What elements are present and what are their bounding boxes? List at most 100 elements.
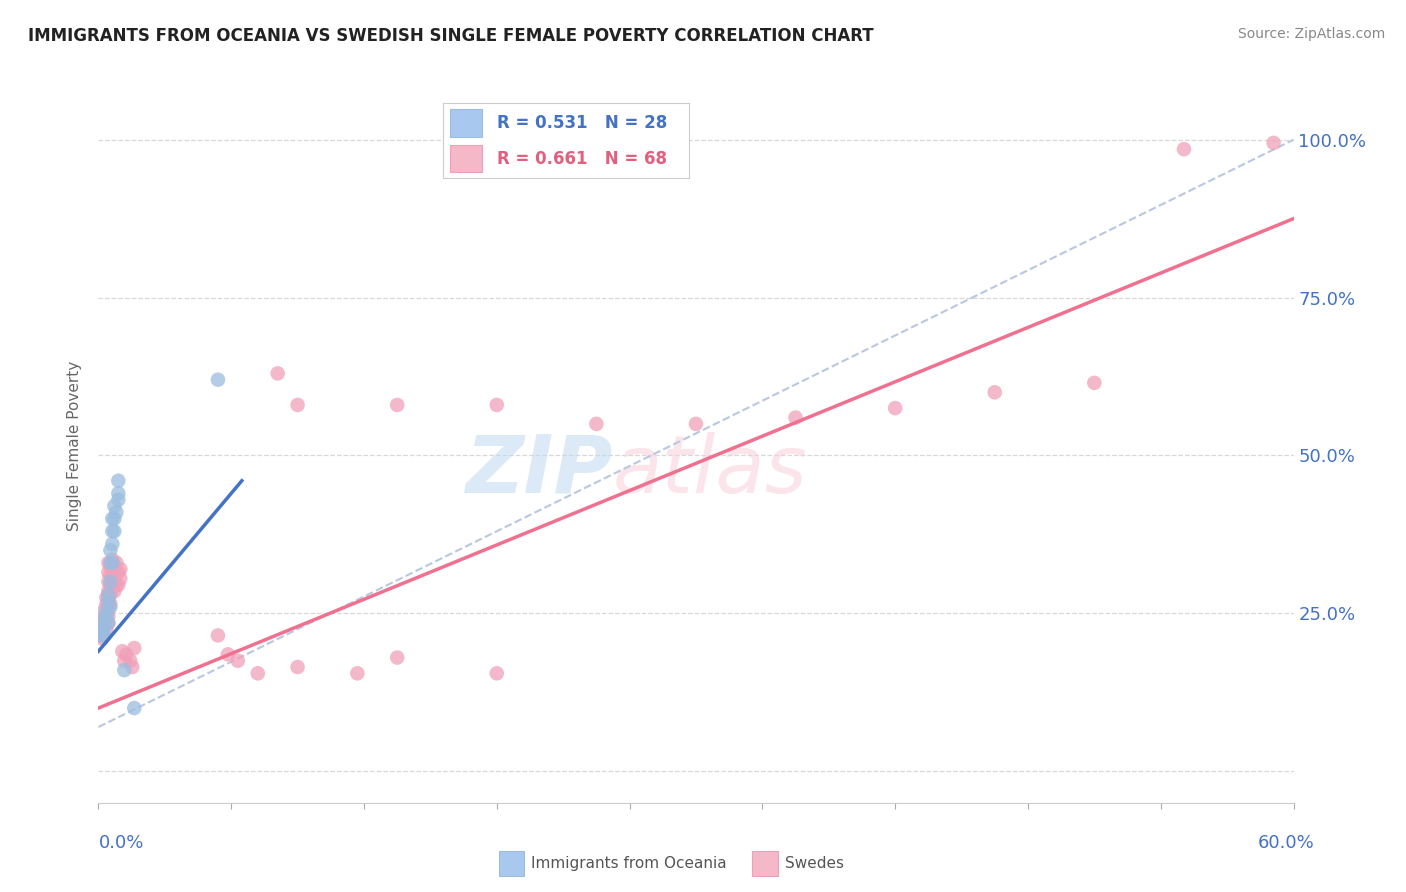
Point — [100, 568, 122, 582]
Point — [89, 615, 111, 630]
Point — [89, 628, 111, 642]
Text: Immigrants from Oceania: Immigrants from Oceania — [531, 856, 727, 871]
Point — [267, 367, 290, 381]
Y-axis label: Single Female Poverty: Single Female Poverty — [67, 361, 83, 531]
Point — [96, 603, 118, 617]
Point — [485, 398, 508, 412]
Point — [101, 552, 124, 566]
Point — [100, 556, 122, 570]
Text: ZIP: ZIP — [465, 432, 613, 510]
Point — [785, 410, 807, 425]
Bar — [450, 145, 482, 172]
Point — [385, 398, 409, 412]
Point — [97, 591, 120, 605]
Point — [100, 600, 122, 615]
Point — [103, 524, 125, 539]
Point — [105, 578, 128, 592]
Point — [107, 492, 129, 507]
Point — [103, 511, 125, 525]
Point — [110, 562, 132, 576]
Point — [112, 663, 135, 677]
Point — [287, 660, 309, 674]
Point — [93, 628, 115, 642]
Point — [101, 562, 124, 576]
Point — [685, 417, 707, 431]
Point — [100, 578, 122, 592]
Point — [103, 566, 125, 580]
Text: Swedes: Swedes — [785, 856, 844, 871]
Text: 0.0%: 0.0% — [98, 834, 143, 852]
Point — [91, 613, 114, 627]
Point — [107, 578, 129, 592]
Point — [346, 666, 368, 681]
Point — [107, 486, 129, 500]
Point — [91, 625, 114, 640]
Point — [115, 648, 138, 662]
Point — [93, 619, 115, 633]
Point — [97, 584, 120, 599]
Bar — [450, 110, 482, 136]
Point — [246, 666, 269, 681]
Point — [96, 597, 118, 611]
Point — [207, 373, 229, 387]
Text: R = 0.531   N = 28: R = 0.531 N = 28 — [498, 114, 668, 132]
Point — [93, 619, 115, 633]
Point — [103, 499, 125, 513]
Point — [93, 628, 115, 642]
Point — [91, 625, 114, 640]
Point — [207, 628, 229, 642]
Point — [217, 648, 239, 662]
Point — [120, 654, 142, 668]
Point — [97, 566, 120, 580]
Point — [101, 581, 124, 595]
Point — [121, 660, 143, 674]
Text: IMMIGRANTS FROM OCEANIA VS SWEDISH SINGLE FEMALE POVERTY CORRELATION CHART: IMMIGRANTS FROM OCEANIA VS SWEDISH SINGL… — [28, 27, 873, 45]
Point — [107, 566, 129, 580]
Point — [385, 650, 409, 665]
Point — [103, 574, 125, 589]
Point — [124, 641, 146, 656]
Point — [1083, 376, 1105, 390]
Point — [105, 566, 128, 580]
Point — [91, 613, 114, 627]
Point — [101, 524, 124, 539]
Point — [93, 603, 115, 617]
Point — [97, 587, 120, 601]
Point — [107, 474, 129, 488]
Point — [91, 632, 114, 646]
Point — [96, 591, 118, 605]
Point — [101, 537, 124, 551]
Text: R = 0.661   N = 68: R = 0.661 N = 68 — [498, 150, 666, 168]
Point — [100, 587, 122, 601]
Point — [111, 644, 134, 658]
Point — [287, 398, 309, 412]
Text: Source: ZipAtlas.com: Source: ZipAtlas.com — [1237, 27, 1385, 41]
Point — [96, 615, 118, 630]
Point — [97, 603, 120, 617]
Point — [100, 559, 122, 574]
Point — [100, 597, 122, 611]
Text: atlas: atlas — [613, 432, 807, 510]
Point — [110, 572, 132, 586]
Point — [96, 622, 118, 636]
Point — [97, 615, 120, 630]
Point — [97, 615, 120, 630]
Point — [1263, 136, 1285, 150]
Point — [226, 654, 249, 668]
Point — [89, 628, 111, 642]
Point — [97, 593, 120, 607]
Point — [124, 701, 146, 715]
Point — [103, 584, 125, 599]
Point — [101, 511, 124, 525]
Text: 60.0%: 60.0% — [1258, 834, 1315, 852]
Point — [884, 401, 907, 416]
Point — [96, 609, 118, 624]
Point — [984, 385, 1007, 400]
Point — [97, 597, 120, 611]
Point — [101, 556, 124, 570]
Point — [97, 556, 120, 570]
Point — [1173, 142, 1195, 156]
Point — [100, 543, 122, 558]
Point — [97, 609, 120, 624]
Point — [585, 417, 607, 431]
